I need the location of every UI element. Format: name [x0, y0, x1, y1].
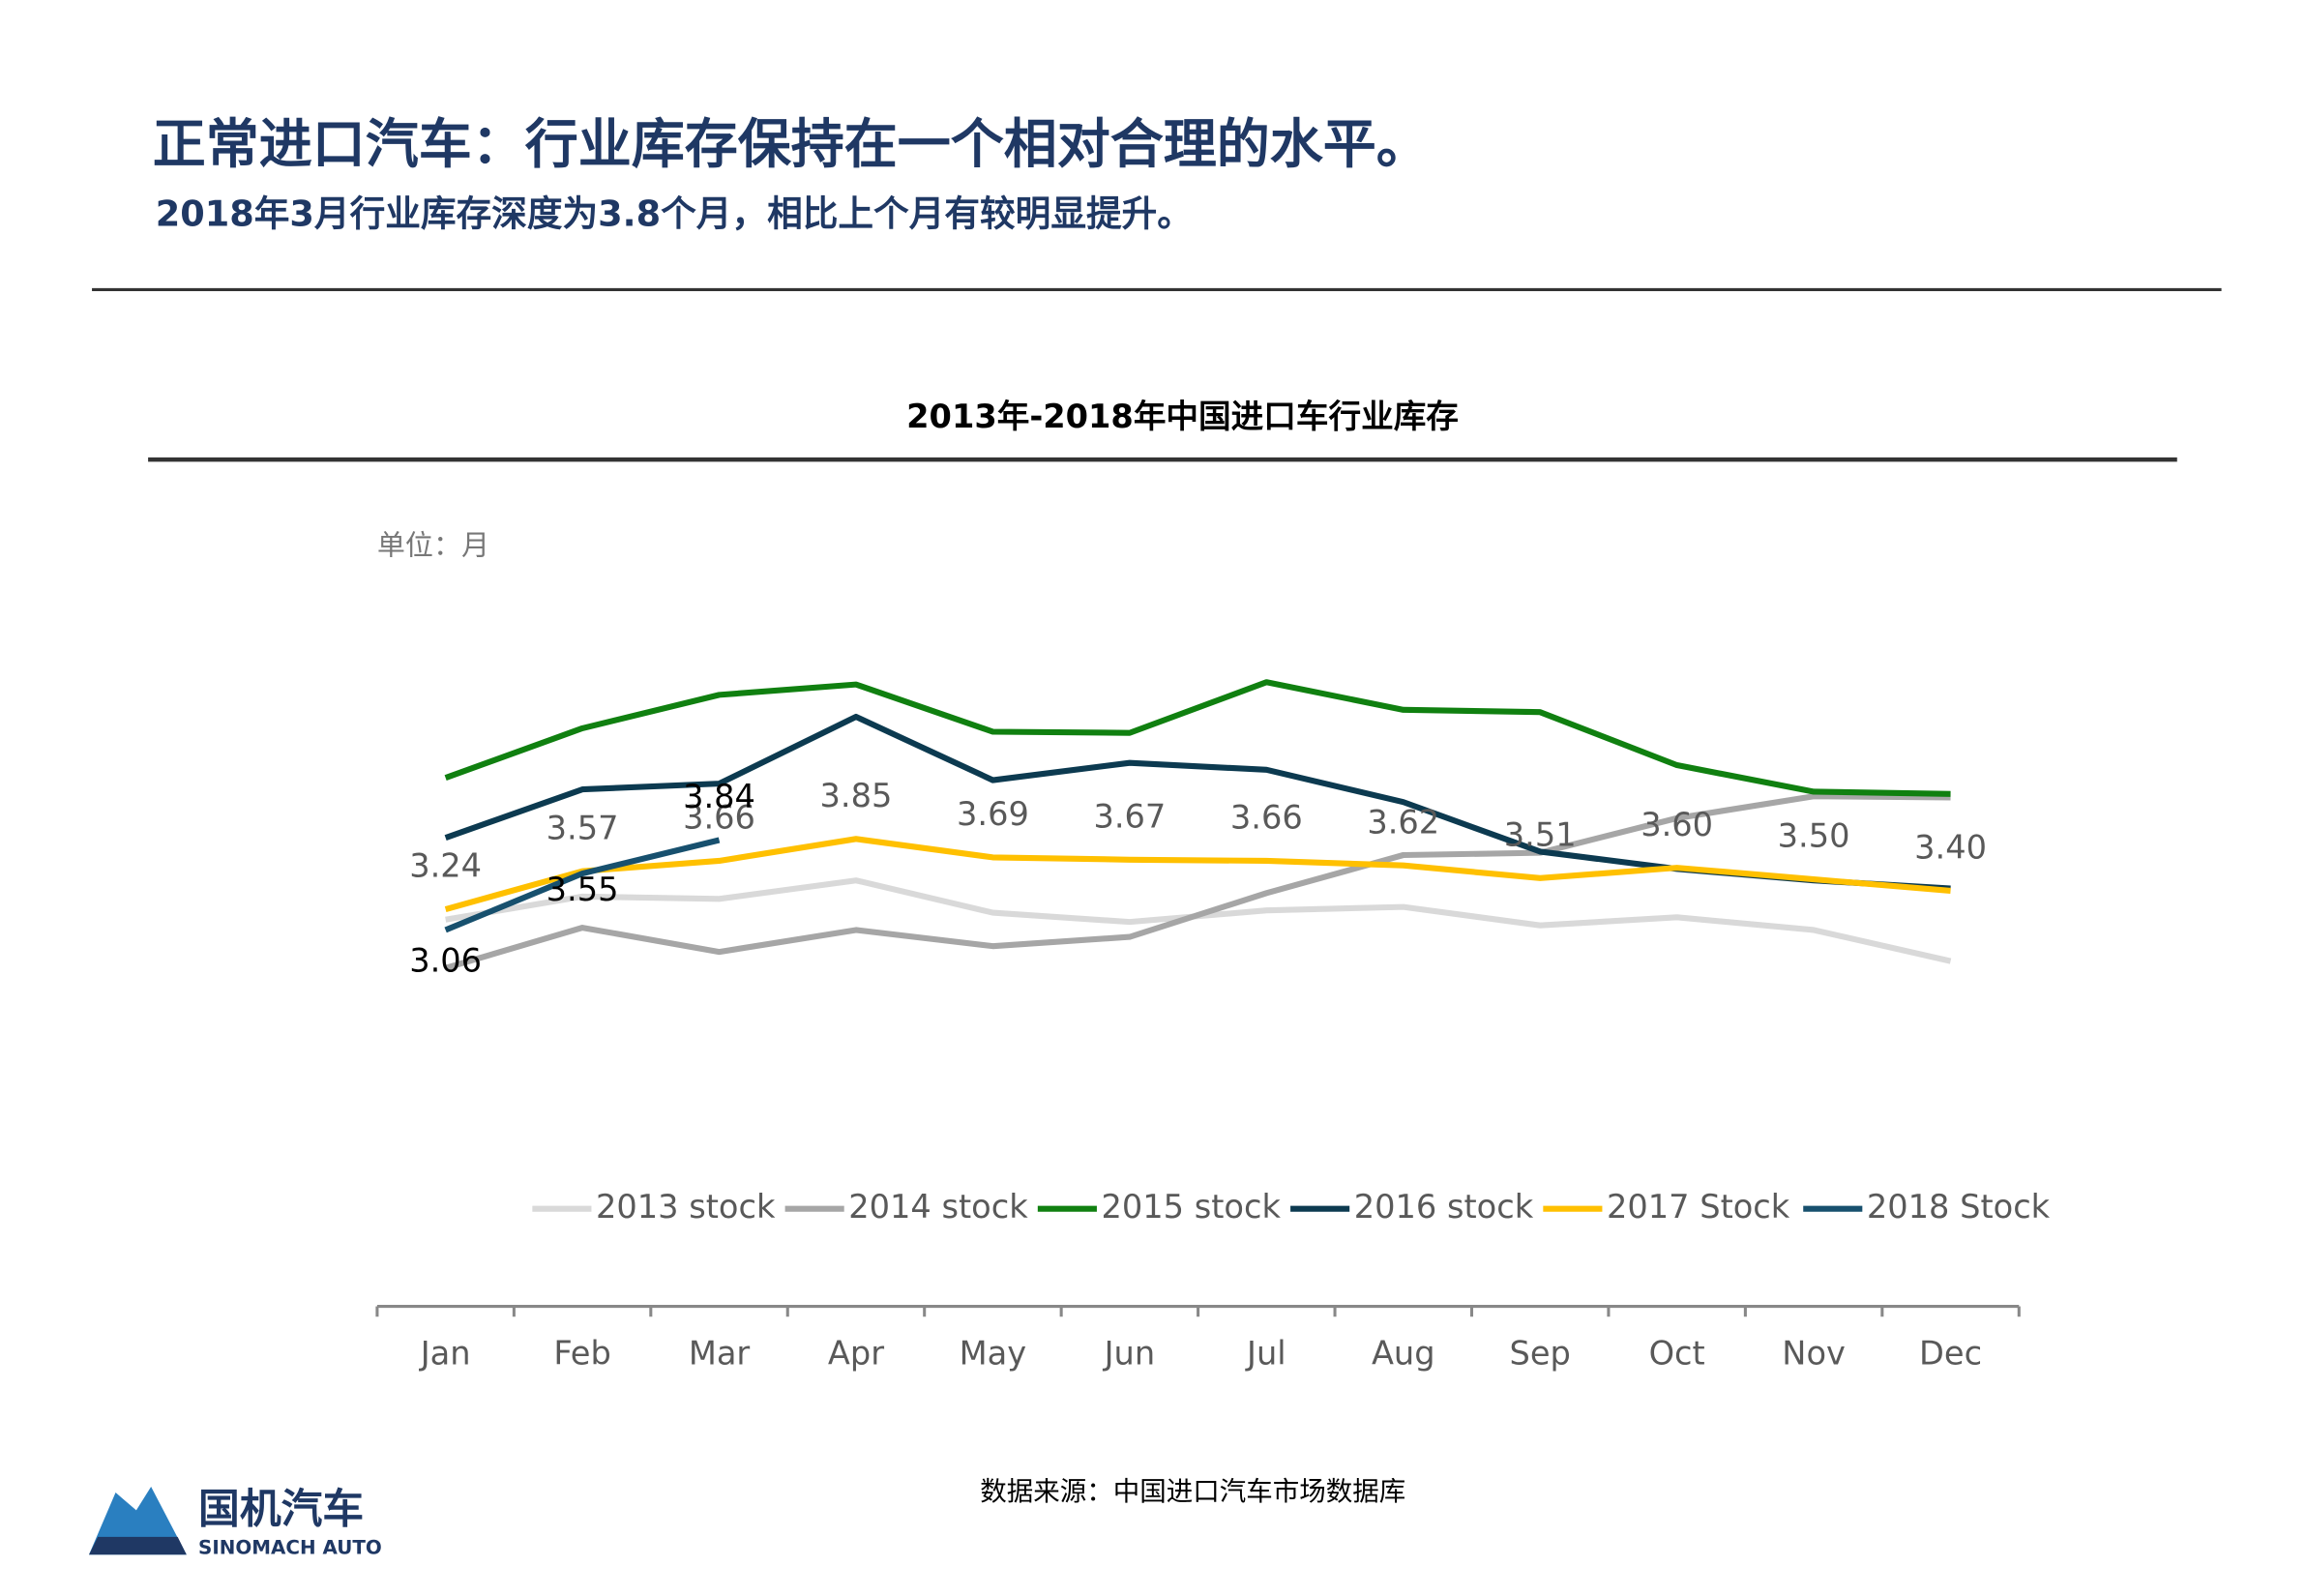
legend-label: 2018 Stock: [1867, 1188, 2051, 1226]
legend-label: 2014 stock: [848, 1188, 1028, 1226]
unit-label: 单位：月: [377, 528, 489, 561]
data-label: 3.84: [683, 778, 755, 815]
source-note: 数据来源：中国进口汽车市场数据库: [980, 1476, 1405, 1507]
series-line: [444, 836, 1951, 912]
chart-title: 2013年-2018年中国进口车行业库存: [906, 398, 1459, 435]
data-label: 3.60: [1641, 806, 1713, 843]
data-label: 3.06: [409, 942, 482, 980]
series-line: [444, 679, 1951, 797]
data-label: 3.51: [1504, 816, 1577, 854]
x-tick-label: Feb: [553, 1334, 611, 1372]
data-label: 3.55: [547, 871, 619, 908]
data-label: 3.69: [957, 795, 1029, 833]
x-tick-label: Nov: [1782, 1334, 1846, 1372]
slide-title: 正常进口汽车：行业库存保持在一个相对合理的水平。: [153, 113, 1430, 175]
logo-english: SINOMACH AUTO: [198, 1537, 382, 1559]
x-tick-label: Apr: [828, 1334, 884, 1372]
data-label: 3.40: [1914, 829, 1987, 867]
x-tick-label: Sep: [1510, 1334, 1571, 1372]
data-label: 3.67: [1093, 797, 1166, 835]
data-label: 3.50: [1778, 817, 1850, 855]
x-tick-label: Jan: [419, 1334, 471, 1372]
legend-label: 2013 stock: [596, 1188, 776, 1226]
legend-label: 2017 Stock: [1607, 1188, 1790, 1226]
data-label: 3.62: [1367, 803, 1439, 841]
series-line: [444, 793, 1951, 971]
legend-label: 2016 stock: [1354, 1188, 1534, 1226]
x-tick-label: Dec: [1919, 1334, 1982, 1372]
x-tick-label: Oct: [1649, 1334, 1705, 1372]
logo-name: 国机汽车: [198, 1485, 364, 1533]
data-label: 3.66: [683, 799, 755, 837]
logo-base: [89, 1536, 187, 1555]
data-label: 3.66: [1230, 799, 1303, 837]
slide-subtitle: 2018年3月行业库存深度为3.8个月，相比上个月有较明显提升。: [156, 193, 1193, 235]
legend-label: 2015 stock: [1102, 1188, 1282, 1226]
x-tick-label: Jun: [1103, 1334, 1156, 1372]
logo: 国机汽车 SINOMACH AUTO: [89, 1485, 382, 1559]
series-line: [444, 837, 721, 933]
x-tick-label: May: [960, 1334, 1026, 1372]
data-label: 3.85: [820, 777, 893, 814]
x-tick-label: Mar: [689, 1334, 751, 1372]
series-line: [445, 877, 1952, 964]
x-tick-label: Jul: [1245, 1334, 1286, 1372]
data-label: 3.57: [547, 809, 619, 846]
x-tick-label: Aug: [1372, 1334, 1435, 1372]
data-label: 3.24: [409, 847, 482, 885]
